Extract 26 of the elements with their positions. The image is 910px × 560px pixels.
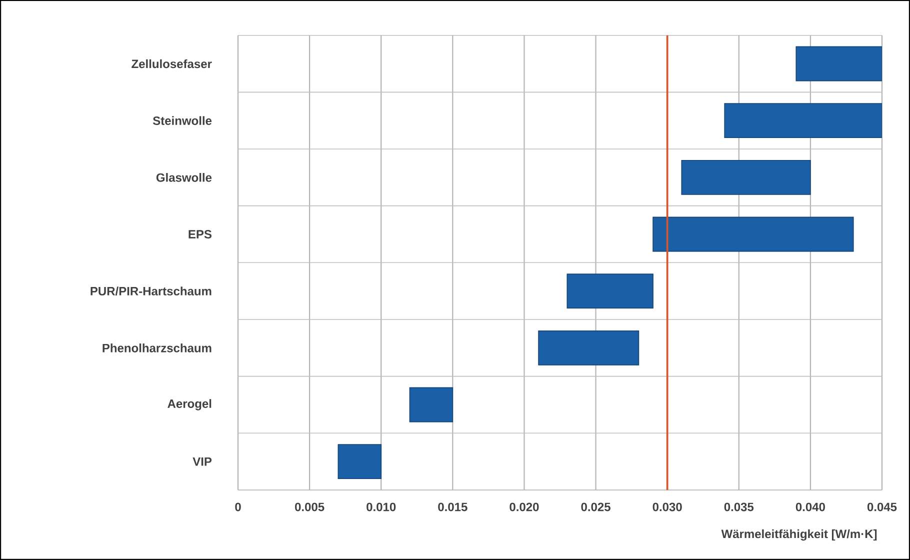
x-tick-label: 0.005 (295, 502, 324, 512)
bar (796, 46, 882, 82)
y-tick-label: Zellulosefaser (132, 59, 212, 68)
bar (538, 330, 640, 366)
bar (681, 160, 811, 195)
x-tick-label: 0 (235, 502, 241, 512)
bar (566, 274, 654, 309)
y-tick-label: Steinwolle (152, 116, 212, 125)
x-tick-label: 0.040 (796, 502, 825, 512)
y-tick-label: PUR/PIR-Hartschaum (90, 286, 212, 296)
y-tick-label: EPS (188, 230, 212, 238)
y-tick-label: Phenolharzschaum (102, 344, 212, 352)
y-tick-label: Aerogel (168, 399, 212, 410)
y-tick-label: VIP (192, 457, 212, 466)
x-tick-label: 0.015 (438, 502, 468, 512)
bar (652, 216, 854, 252)
y-tick-label: Glaswolle (156, 173, 212, 182)
bar (338, 444, 382, 480)
x-tick-label: 0.025 (581, 502, 610, 512)
bar (409, 387, 454, 422)
x-tick-label: 0.010 (366, 502, 396, 512)
x-axis-title: Wärmeleitfähigkeit [W/m·K] (721, 529, 877, 541)
x-tick-label: 0.020 (510, 502, 539, 512)
x-tick-label: 0.035 (724, 502, 754, 512)
x-tick-label: 0.045 (867, 502, 897, 512)
x-tick-label: 0.030 (652, 502, 682, 512)
